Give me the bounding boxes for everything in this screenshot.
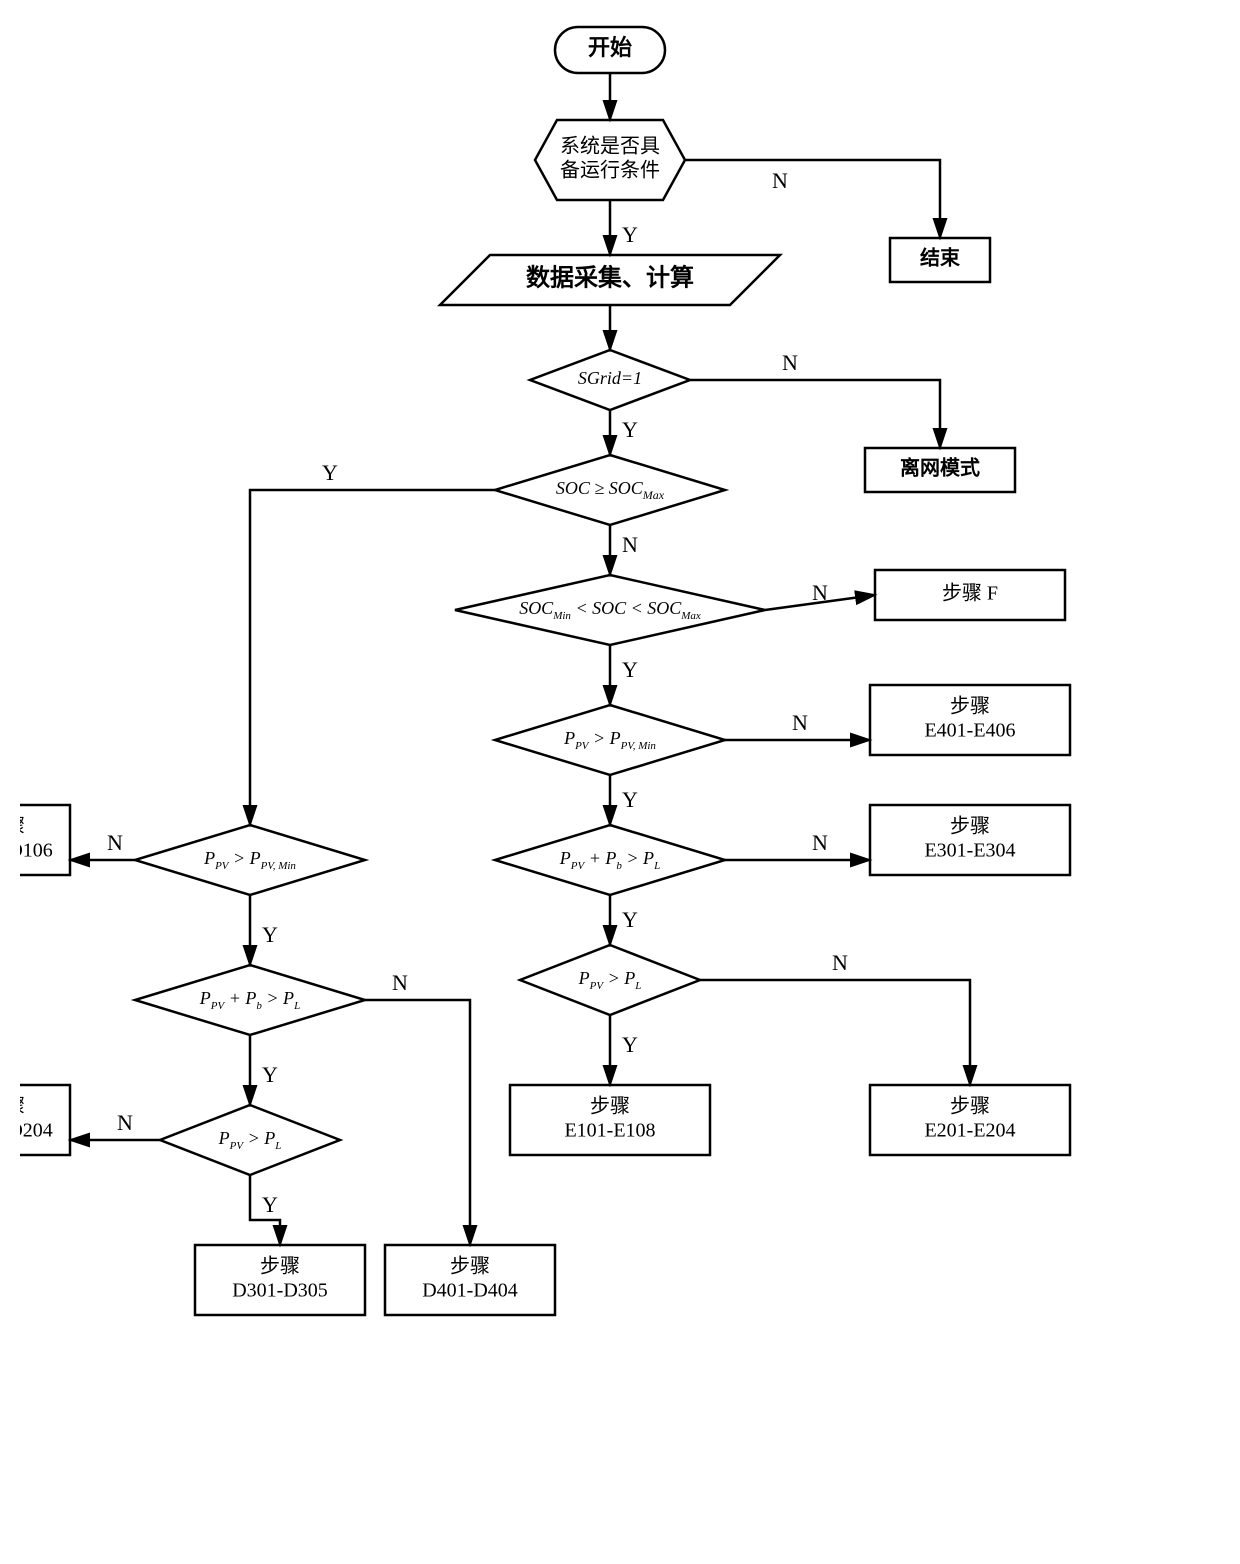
svg-text:D401-D404: D401-D404 xyxy=(422,1280,518,1302)
edge-label: N xyxy=(792,710,808,735)
edge-label: N xyxy=(832,950,848,975)
svg-text:PPV > PPV, Min: PPV > PPV, Min xyxy=(203,848,296,871)
edge xyxy=(685,160,940,238)
flowchart-canvas: 开始系统是否具备运行条件结束数据采集、计算 SGrid=1 离网模式 SOC ≥ SO… xyxy=(20,20,1220,1544)
edge-label: N xyxy=(772,168,788,193)
edge-label: Y xyxy=(262,922,278,947)
svg-text:步骤: 步骤 xyxy=(590,1095,630,1118)
edge-label: Y xyxy=(622,787,638,812)
svg-text:PPV > PL: PPV > PL xyxy=(218,1128,282,1151)
svg-text:离网模式: 离网模式 xyxy=(900,456,980,480)
edge xyxy=(250,490,495,825)
svg-text:E301-E304: E301-E304 xyxy=(924,840,1015,862)
svg-text:PPV + Pb > PL: PPV + Pb > PL xyxy=(199,988,300,1011)
svg-text:数据采集、计算: 数据采集、计算 xyxy=(526,264,694,292)
edge-label: N xyxy=(107,830,123,855)
svg-text:步骤: 步骤 xyxy=(950,695,990,718)
svg-text:步骤 F: 步骤 F xyxy=(942,582,998,605)
svg-text:步骤: 步骤 xyxy=(20,815,25,838)
svg-text:步骤: 步骤 xyxy=(20,1095,25,1118)
svg-text:PPV > PL: PPV > PL xyxy=(578,968,642,991)
svg-text:步骤: 步骤 xyxy=(950,1095,990,1118)
svg-text:D201-D204: D201-D204 xyxy=(20,1120,53,1142)
edge xyxy=(700,980,970,1085)
edge-label: N xyxy=(812,830,828,855)
edge-label: N xyxy=(812,580,828,605)
svg-text:D301-D305: D301-D305 xyxy=(232,1280,328,1302)
svg-text:E201-E204: E201-E204 xyxy=(924,1120,1015,1142)
edge-label: N xyxy=(782,350,798,375)
edge-label: Y xyxy=(262,1192,278,1217)
edge-label: Y xyxy=(622,222,638,247)
edge-label: Y xyxy=(622,907,638,932)
svg-text:D101-D106: D101-D106 xyxy=(20,840,53,862)
edge-label: N xyxy=(117,1110,133,1135)
svg-text:SGrid=1: SGrid=1 xyxy=(578,368,642,388)
svg-text:开始: 开始 xyxy=(588,35,632,60)
svg-text:步骤: 步骤 xyxy=(950,815,990,838)
svg-text:步骤: 步骤 xyxy=(450,1255,490,1278)
svg-text:系统是否具: 系统是否具 xyxy=(560,135,660,158)
svg-text:PPV + Pb > PL: PPV + Pb > PL xyxy=(559,848,660,871)
edge-label: Y xyxy=(622,417,638,442)
svg-text:E401-E406: E401-E406 xyxy=(924,720,1015,742)
svg-text:备运行条件: 备运行条件 xyxy=(560,159,660,182)
edge-label: Y xyxy=(622,657,638,682)
svg-text:SOC ≥ SOCMax: SOC ≥ SOCMax xyxy=(556,478,665,502)
edge-label: N xyxy=(622,532,638,557)
edge-label: Y xyxy=(262,1062,278,1087)
svg-text:SOCMin < SOC < SOCMax: SOCMin < SOC < SOCMax xyxy=(519,598,701,621)
edge xyxy=(690,380,940,448)
edge xyxy=(365,1000,470,1245)
svg-text:E101-E108: E101-E108 xyxy=(564,1120,655,1142)
edge-label: Y xyxy=(322,460,338,485)
edge-label: Y xyxy=(622,1032,638,1057)
edge-label: N xyxy=(392,970,408,995)
svg-text:步骤: 步骤 xyxy=(260,1255,300,1278)
svg-text:PPV > PPV, Min: PPV > PPV, Min xyxy=(563,728,656,751)
svg-text:结束: 结束 xyxy=(920,246,961,270)
